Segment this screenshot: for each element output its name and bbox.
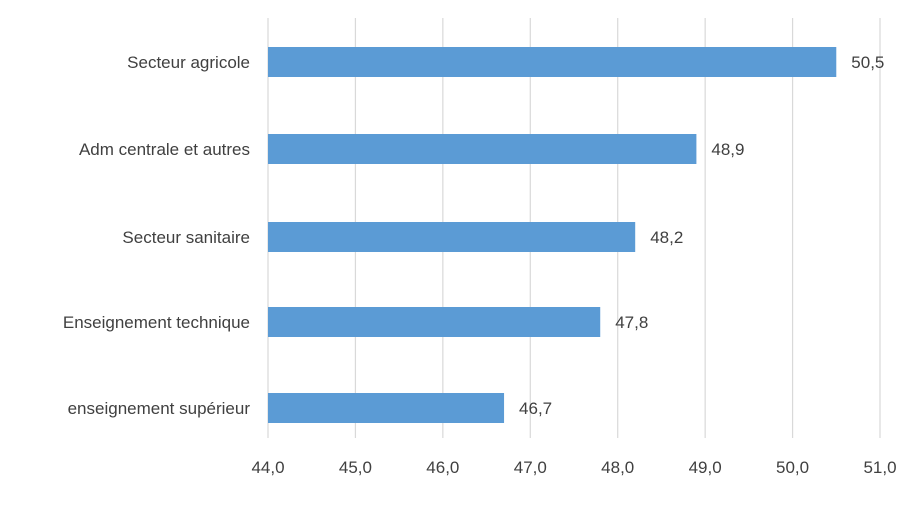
category-label: enseignement supérieur [68, 399, 251, 418]
bar [268, 134, 697, 164]
category-labels: Secteur agricole Adm centrale et autres Se… [63, 53, 250, 418]
x-tick-label: 48,0 [601, 458, 634, 477]
category-label: Adm centrale et autres [79, 140, 250, 159]
x-tick-label: 44,0 [251, 458, 284, 477]
bar [268, 222, 636, 252]
value-labels: 50,5 48,9 48,2 47,8 46,7 [519, 53, 884, 418]
bars [268, 47, 837, 423]
x-tick-label: 45,0 [339, 458, 372, 477]
x-tick-label: 50,0 [776, 458, 809, 477]
bar [268, 393, 505, 423]
x-tick-label: 46,0 [426, 458, 459, 477]
bar [268, 307, 601, 337]
x-tick-label: 49,0 [689, 458, 722, 477]
data-label: 48,9 [711, 140, 744, 159]
category-label: Secteur sanitaire [122, 228, 250, 247]
data-label: 50,5 [851, 53, 884, 72]
bar [268, 47, 837, 77]
data-label: 47,8 [615, 313, 648, 332]
x-tick-label: 47,0 [514, 458, 547, 477]
x-tick-label: 51,0 [863, 458, 896, 477]
category-label: Enseignement technique [63, 313, 250, 332]
category-label: Secteur agricole [127, 53, 250, 72]
data-label: 48,2 [650, 228, 683, 247]
data-label: 46,7 [519, 399, 552, 418]
x-tick-labels: 44,0 45,0 46,0 47,0 48,0 49,0 50,0 51,0 [251, 458, 896, 477]
